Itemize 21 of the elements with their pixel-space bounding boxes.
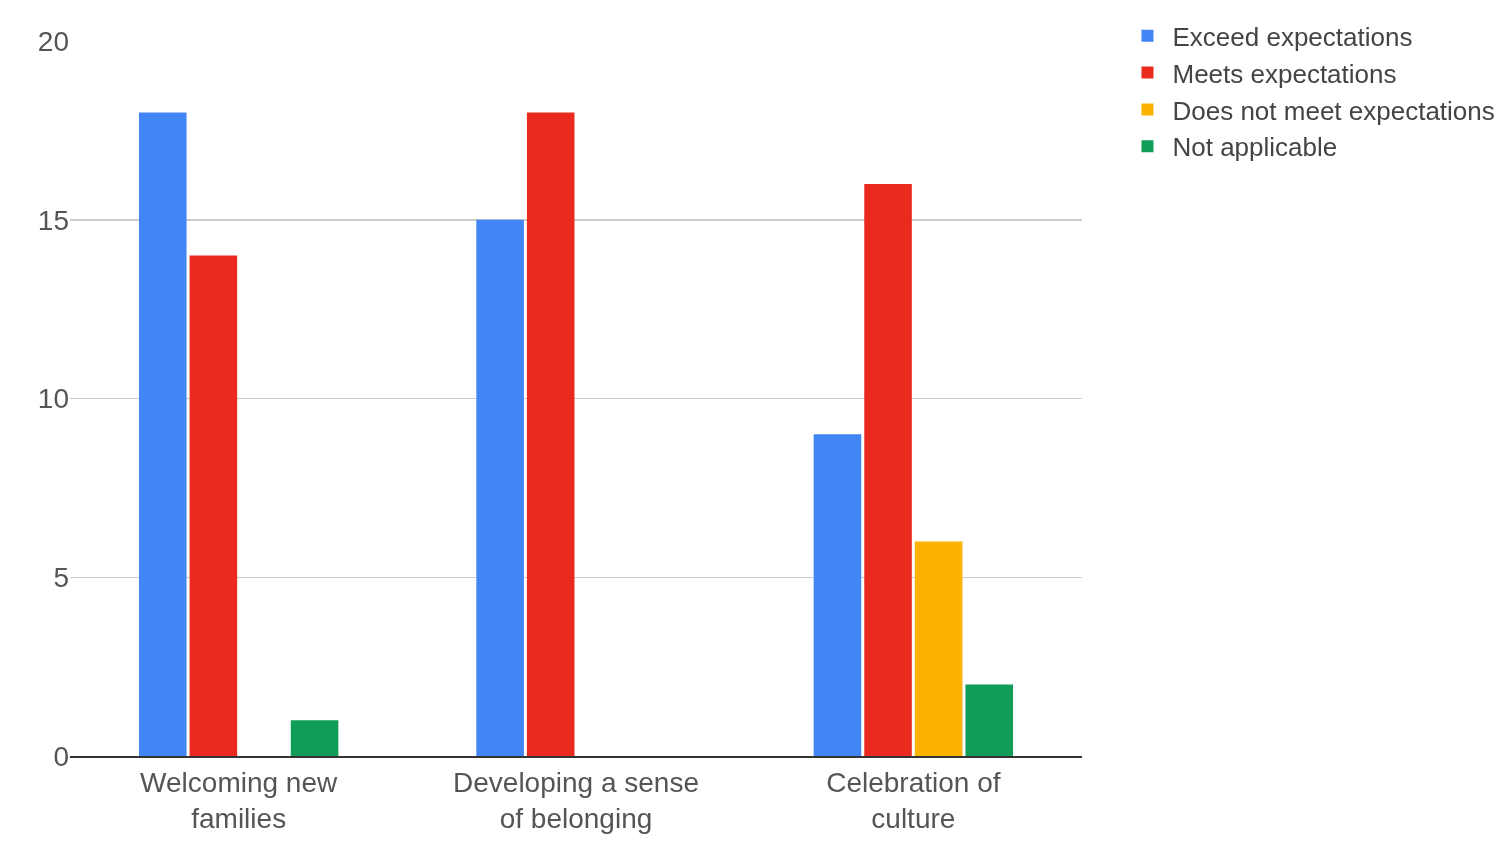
bar [189, 255, 238, 756]
bar [864, 184, 912, 756]
legend-label: Exceed expectations [1172, 21, 1413, 52]
legend-label: Not applicable [1172, 132, 1338, 163]
bar [914, 541, 963, 756]
x-tick-label: Developing a sense of belonging [453, 766, 699, 834]
bar [965, 684, 1014, 756]
bar [290, 720, 339, 756]
y-tick-label: 15 [37, 204, 69, 236]
bar [476, 219, 524, 756]
bar [813, 434, 862, 756]
y-tick-label: 0 [53, 740, 69, 772]
bar [526, 112, 575, 756]
legend-label: Meets expectations [1172, 58, 1397, 89]
x-tick-label: Welcoming new families [140, 766, 339, 834]
legend-label: Does not meet expectations [1172, 95, 1495, 126]
y-tick-label: 5 [53, 562, 69, 594]
x-tick-label: Celebration of culture [826, 766, 1001, 834]
y-tick-label: 20 [37, 25, 69, 57]
y-tick-label: 10 [37, 383, 69, 415]
bar [138, 112, 187, 756]
